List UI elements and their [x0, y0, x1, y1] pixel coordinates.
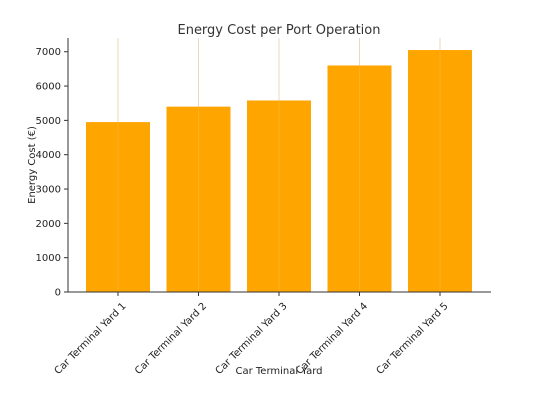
y-tick-label: 3000	[36, 185, 61, 196]
y-tick-label: 1000	[36, 253, 61, 264]
y-axis-ticks: 0 1000 2000 3000 4000 5000 6000 7000	[36, 47, 68, 299]
x-axis-label: Car Terminal Yard	[236, 366, 323, 377]
chart-title: Energy Cost per Port Operation	[177, 23, 380, 38]
x-axis-ticks: Car Terminal Yard 1 Car Terminal Yard 2 Ca…	[53, 292, 451, 377]
y-axis-label: Energy Cost (€)	[27, 126, 38, 204]
y-tick-label: 7000	[36, 47, 61, 58]
y-tick-label: 0	[55, 288, 61, 299]
y-tick-label: 6000	[36, 82, 61, 93]
bars	[86, 38, 472, 292]
y-tick-label: 4000	[36, 150, 61, 161]
x-tick-label: Car Terminal Yard 5	[375, 301, 451, 377]
y-tick-label: 5000	[36, 116, 61, 127]
y-tick-label: 2000	[36, 219, 61, 230]
x-tick-label: Car Terminal Yard 2	[133, 301, 209, 377]
x-tick-label: Car Terminal Yard 1	[53, 301, 129, 377]
